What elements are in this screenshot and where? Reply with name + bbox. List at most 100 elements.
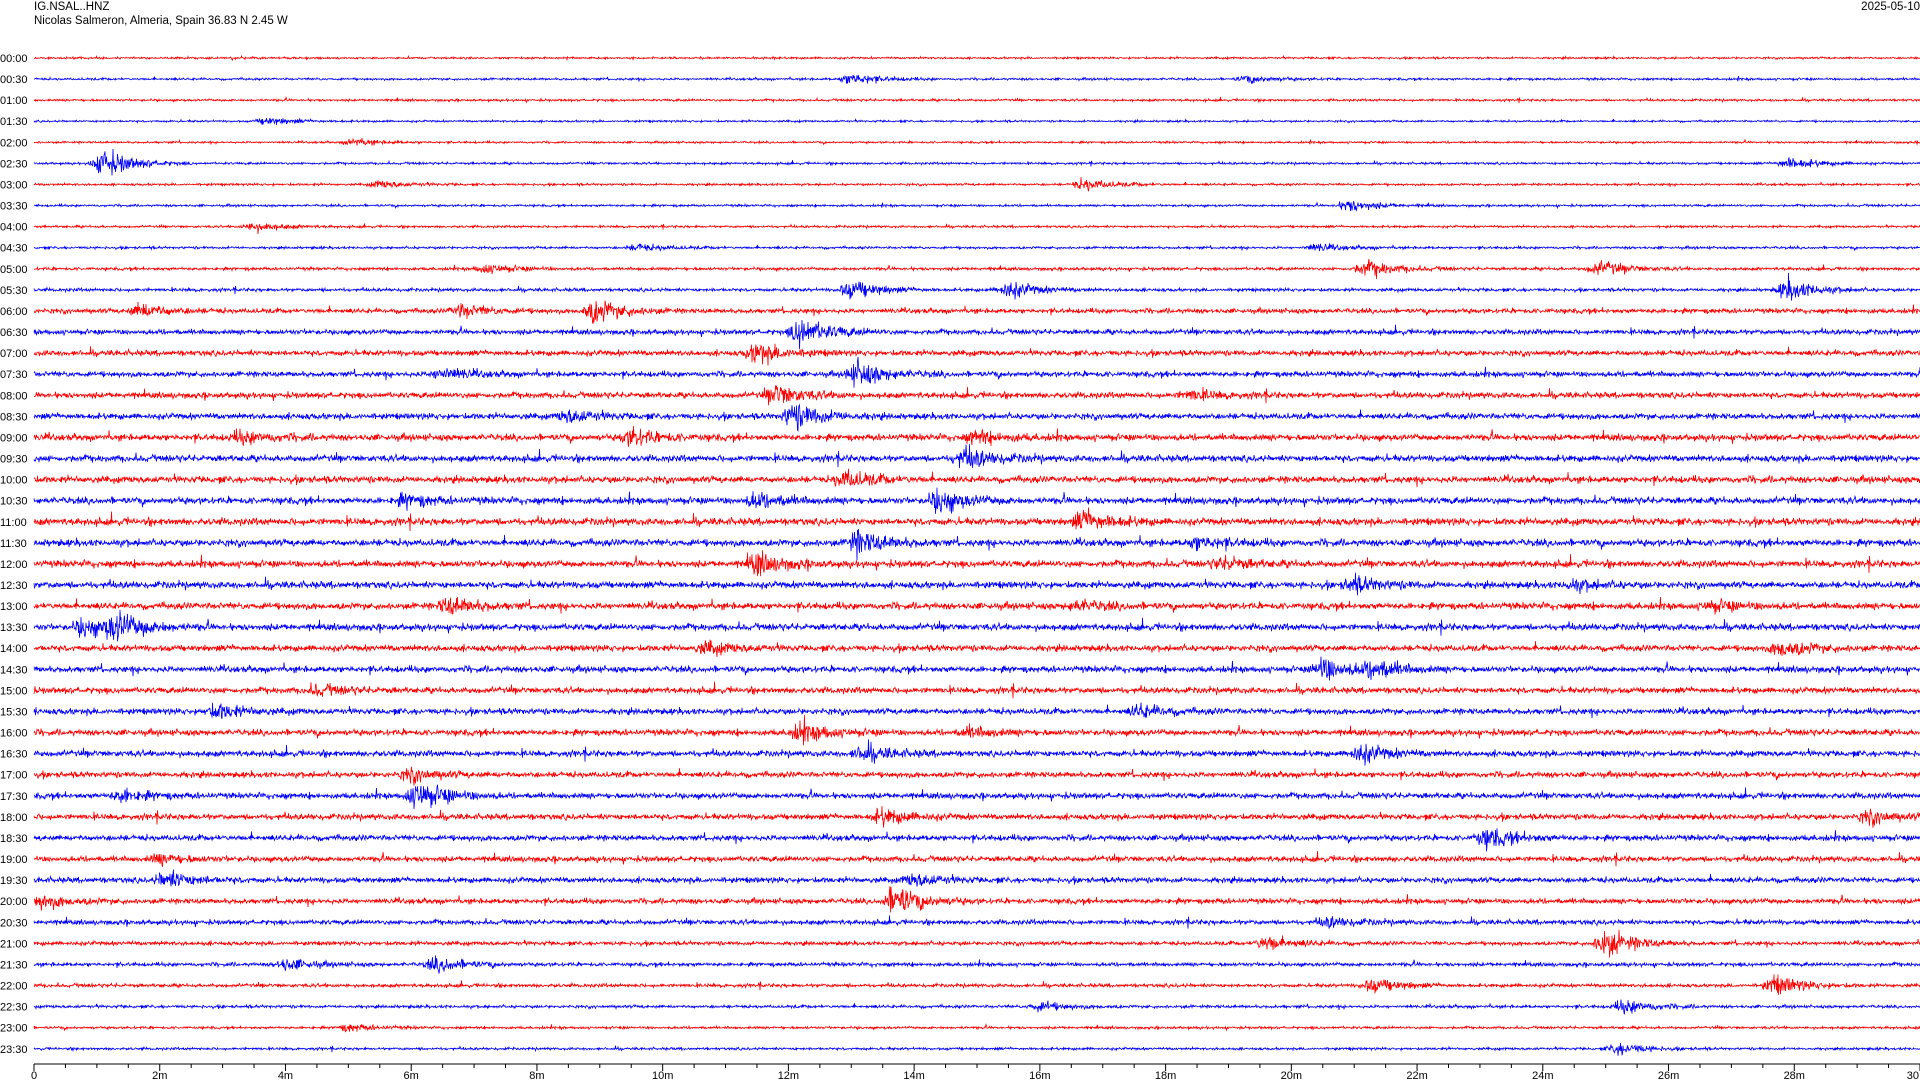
row-label-0800: 08:00 — [0, 390, 28, 402]
row-label-0000: 00:00 — [0, 53, 28, 65]
row-label-0600: 06:00 — [0, 306, 28, 318]
row-label-1430: 14:30 — [0, 664, 28, 676]
x-tick-label: 30 — [1907, 1070, 1919, 1080]
row-label-1100: 11:00 — [0, 517, 27, 529]
row-label-0630: 06:30 — [0, 327, 28, 339]
row-label-0130: 01:30 — [0, 116, 28, 128]
x-tick-label: 16m — [1029, 1070, 1050, 1080]
trace-row-0500 — [33, 258, 1920, 279]
trace-row-0200 — [33, 137, 1920, 146]
trace-row-0630 — [33, 320, 1920, 350]
trace-row-0530 — [33, 272, 1920, 301]
row-label-1800: 18:00 — [0, 812, 28, 824]
row-label-2030: 20:30 — [0, 917, 28, 929]
row-label-1230: 12:30 — [0, 580, 28, 592]
row-label-0530: 05:30 — [0, 285, 28, 297]
row-label-0500: 05:00 — [0, 264, 28, 276]
trace-row-1100 — [33, 507, 1920, 532]
trace-row-1830 — [33, 828, 1920, 852]
row-label-1400: 14:00 — [0, 643, 28, 655]
trace-row-2030 — [33, 915, 1920, 929]
date-label: 2025-05-10 — [1861, 1, 1920, 13]
row-label-2200: 22:00 — [0, 981, 28, 993]
row-label-0100: 01:00 — [0, 95, 28, 107]
trace-row-1000 — [33, 468, 1920, 488]
trace-row-1800 — [33, 806, 1920, 828]
x-tick-label: 14m — [903, 1070, 924, 1080]
trace-row-1430 — [33, 656, 1920, 681]
row-label-2300: 23:00 — [0, 1023, 28, 1035]
trace-row-2200 — [33, 974, 1920, 995]
trace-row-0130 — [33, 117, 1920, 126]
row-label-2100: 21:00 — [0, 938, 28, 950]
row-time-labels: 00:00 00:30 01:00 01:30 02:00 02:30 03:00 03:30… — [0, 53, 28, 1056]
row-label-0330: 03:30 — [0, 201, 28, 213]
trace-row-0030 — [33, 74, 1920, 84]
x-tick-label: 6m — [404, 1070, 419, 1080]
row-label-1330: 13:30 — [0, 622, 28, 634]
trace-row-1600 — [33, 714, 1920, 746]
x-tick-label: 4m — [278, 1070, 293, 1080]
x-tick-label: 18m — [1155, 1070, 1176, 1080]
row-label-2130: 21:30 — [0, 959, 28, 971]
row-label-2230: 22:30 — [0, 1002, 28, 1014]
trace-row-2230 — [33, 999, 1920, 1015]
trace-row-0830 — [33, 403, 1920, 432]
row-label-1000: 10:00 — [0, 475, 28, 487]
row-label-1630: 16:30 — [0, 749, 28, 761]
row-label-0730: 07:30 — [0, 369, 28, 381]
trace-row-2130 — [33, 955, 1920, 974]
trace-row-0900 — [33, 425, 1920, 447]
row-label-0930: 09:30 — [0, 454, 28, 466]
trace-row-1630 — [33, 739, 1920, 766]
x-tick-label: 24m — [1532, 1070, 1553, 1080]
trace-row-1200 — [33, 550, 1920, 577]
trace-row-0700 — [33, 343, 1920, 366]
trace-row-0730 — [33, 356, 1920, 388]
trace-row-0000 — [33, 54, 1920, 62]
row-label-1930: 19:30 — [0, 875, 28, 887]
row-label-0700: 07:00 — [0, 348, 28, 360]
trace-row-0230 — [33, 149, 1920, 176]
trace-row-1230 — [33, 572, 1920, 596]
trace-row-1330 — [33, 609, 1920, 642]
trace-row-2330 — [33, 1042, 1920, 1056]
row-label-0030: 00:30 — [0, 74, 28, 86]
row-label-1530: 15:30 — [0, 706, 28, 718]
trace-row-1130 — [33, 529, 1920, 561]
row-label-1500: 15:00 — [0, 685, 28, 697]
trace-row-1030 — [33, 487, 1920, 514]
x-tick-label: 0 — [31, 1070, 37, 1080]
row-label-1030: 10:30 — [0, 496, 28, 508]
seismogram-traces — [33, 54, 1920, 1056]
trace-row-0800 — [33, 385, 1920, 406]
row-label-1130: 11:30 — [0, 538, 27, 550]
trace-row-1400 — [33, 639, 1920, 658]
station-header: IG.NSAL..HNZ Nicolas Salmeron, Almeria, … — [34, 0, 288, 28]
trace-row-0100 — [33, 96, 1920, 104]
x-tick-label: 8m — [529, 1070, 544, 1080]
row-label-0830: 08:30 — [0, 411, 28, 423]
x-tick-label: 28m — [1784, 1070, 1805, 1080]
x-tick-label: 2m — [152, 1070, 167, 1080]
trace-row-0600 — [33, 300, 1920, 324]
x-tick-label: 10m — [652, 1070, 673, 1080]
station-code: IG.NSAL..HNZ — [34, 1, 110, 13]
row-label-2330: 23:30 — [0, 1044, 28, 1056]
row-label-0230: 02:30 — [0, 158, 28, 170]
trace-row-1730 — [33, 784, 1920, 810]
row-label-1830: 18:30 — [0, 833, 28, 845]
row-label-0400: 04:00 — [0, 222, 28, 234]
trace-row-2100 — [33, 929, 1920, 958]
trace-row-0300 — [33, 177, 1920, 192]
trace-row-0400 — [33, 223, 1920, 234]
trace-row-0930 — [33, 444, 1920, 469]
trace-row-0330 — [33, 200, 1920, 212]
time-axis: 0 2m 4m 6m 8m 10m 12m 14m 16m 18m 20m 22m 24m 26m 28m 3… — [31, 1063, 1920, 1080]
trace-row-1500 — [33, 681, 1920, 699]
row-label-2000: 20:00 — [0, 896, 28, 908]
trace-row-2300 — [33, 1023, 1920, 1033]
row-label-0430: 04:30 — [0, 243, 28, 255]
trace-row-1930 — [33, 869, 1920, 887]
